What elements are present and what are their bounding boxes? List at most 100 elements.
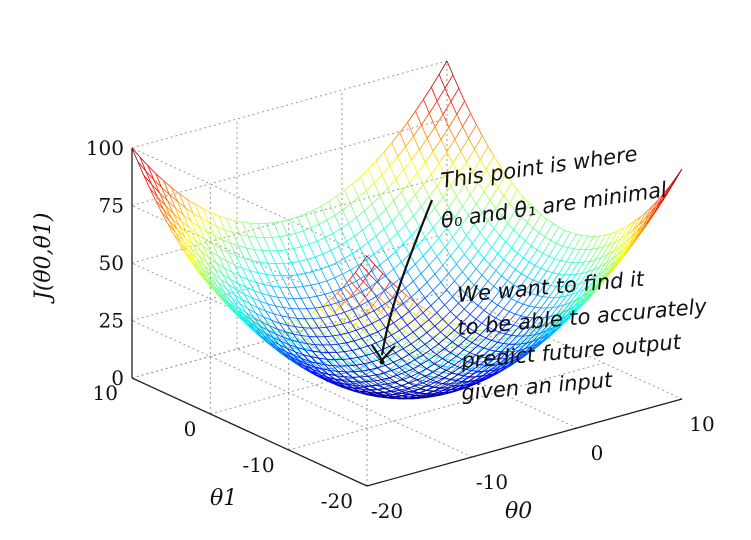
surface-mesh-segment <box>234 220 243 223</box>
surface-mesh-segment <box>575 261 585 275</box>
grid-line <box>131 290 448 379</box>
surface-mesh-segment <box>512 343 522 352</box>
surface-mesh-segment <box>318 283 326 295</box>
surface-mesh-segment <box>515 313 522 317</box>
surface-mesh-segment <box>506 343 514 352</box>
surface-mesh-segment <box>473 322 483 332</box>
surface-mesh-segment <box>351 389 360 392</box>
surface-mesh-segment <box>273 337 282 342</box>
surface-mesh-segment <box>397 375 404 380</box>
surface-mesh-segment <box>513 273 522 285</box>
surface-mesh-segment <box>190 220 200 227</box>
surface-mesh-segment <box>442 318 449 326</box>
surface-mesh-segment <box>540 330 547 334</box>
surface-mesh-segment <box>538 330 547 340</box>
surface-mesh-segment <box>196 233 206 240</box>
surface-mesh-segment <box>511 326 520 336</box>
surface-mesh-segment <box>192 261 201 271</box>
surface-mesh-segment <box>434 207 442 219</box>
surface-mesh-segment <box>385 388 392 393</box>
surface-mesh-segment <box>448 127 456 140</box>
surface-mesh-segment <box>512 315 522 326</box>
surface-mesh-segment <box>385 268 394 276</box>
surface-mesh-segment <box>306 256 316 260</box>
surface-mesh-segment <box>340 332 349 335</box>
surface-mesh-segment <box>481 322 489 328</box>
surface-mesh-segment <box>432 281 442 291</box>
surface-mesh-segment <box>326 277 335 282</box>
surface-mesh-segment <box>567 274 577 287</box>
surface-mesh-segment <box>418 372 426 377</box>
surface-mesh-segment <box>329 329 339 338</box>
surface-mesh-segment <box>610 264 618 272</box>
surface-mesh-segment <box>626 229 634 235</box>
surface-mesh-segment <box>363 385 370 390</box>
surface-mesh-segment <box>192 212 200 227</box>
surface-mesh-segment <box>444 174 452 187</box>
surface-mesh-segment <box>184 207 194 214</box>
surface-mesh-segment <box>308 297 316 309</box>
surface-mesh-segment <box>550 328 557 334</box>
surface-mesh-segment <box>481 212 489 222</box>
surface-mesh-segment <box>497 294 506 306</box>
surface-mesh-segment <box>222 239 229 253</box>
surface-mesh-segment <box>281 221 288 236</box>
surface-mesh-segment <box>298 330 307 340</box>
surface-mesh-segment <box>235 255 243 269</box>
surface-mesh-segment <box>467 376 477 382</box>
surface-mesh-segment <box>165 205 174 214</box>
surface-mesh-segment <box>546 333 553 340</box>
surface-mesh-segment <box>425 324 433 334</box>
surface-mesh-segment <box>374 318 384 327</box>
surface-mesh-segment <box>581 271 589 274</box>
surface-mesh-segment <box>322 306 329 317</box>
surface-mesh-segment <box>420 325 428 333</box>
surface-mesh-segment <box>361 317 370 326</box>
surface-mesh-segment <box>304 365 311 372</box>
surface-mesh-segment <box>341 315 348 322</box>
surface-mesh-segment <box>416 395 423 397</box>
surface-mesh-segment <box>287 233 296 236</box>
surface-mesh-segment <box>380 312 390 320</box>
surface-mesh-segment <box>395 243 404 252</box>
surface-mesh-segment <box>460 226 467 236</box>
surface-mesh-segment <box>216 284 225 293</box>
surface-mesh-segment <box>607 261 616 273</box>
surface-mesh-segment <box>419 138 428 150</box>
surface-mesh-segment <box>499 165 507 175</box>
surface-mesh-segment <box>473 212 483 225</box>
z-tick-label: 100 <box>86 136 124 160</box>
surface-mesh-segment <box>273 221 282 224</box>
surface-mesh-segment <box>397 371 406 376</box>
surface-mesh-segment <box>501 215 508 224</box>
surface-mesh-segment <box>294 326 302 336</box>
surface-mesh-segment <box>521 273 528 278</box>
surface-mesh-segment <box>455 375 465 382</box>
surface-mesh-segment <box>410 338 420 345</box>
surface-mesh-segment <box>300 335 309 337</box>
surface-mesh-segment <box>149 187 156 201</box>
surface-mesh-segment <box>477 295 487 306</box>
surface-mesh-segment <box>440 217 448 229</box>
surface-mesh-segment <box>456 184 465 197</box>
surface-mesh-segment <box>424 360 433 364</box>
surface-mesh-segment <box>413 273 422 282</box>
surface-mesh-segment <box>501 203 510 217</box>
surface-mesh-segment <box>202 268 209 279</box>
surface-mesh-segment <box>188 227 196 240</box>
surface-mesh-segment <box>409 172 418 183</box>
surface-mesh-segment <box>223 301 233 310</box>
surface-mesh-segment <box>432 338 439 345</box>
surface-mesh-segment <box>328 201 336 216</box>
surface-mesh-segment <box>503 259 510 265</box>
surface-mesh-segment <box>290 356 298 363</box>
surface-mesh-segment <box>648 211 655 220</box>
surface-mesh-segment <box>371 264 381 272</box>
surface-mesh-segment <box>591 274 598 279</box>
surface-mesh-segment <box>273 313 282 317</box>
surface-mesh-segment <box>415 194 422 207</box>
surface-mesh-segment <box>308 360 317 364</box>
surface-mesh-segment <box>561 302 571 313</box>
surface-mesh-segment <box>404 390 413 394</box>
surface-mesh-segment <box>283 307 290 318</box>
